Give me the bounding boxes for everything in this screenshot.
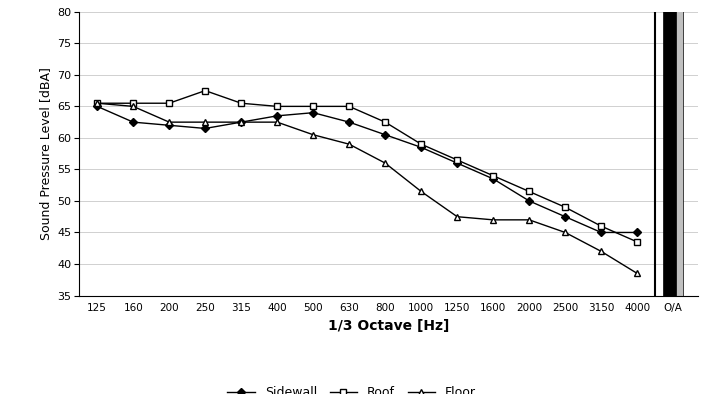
Line: Sidewall: Sidewall bbox=[94, 103, 640, 236]
Floor bbox=[93, 101, 102, 106]
X-axis label: 1/3 Octave [Hz]: 1/3 Octave [Hz] bbox=[328, 319, 449, 333]
Floor bbox=[453, 214, 462, 219]
Floor bbox=[633, 271, 642, 276]
Y-axis label: Sound Pressure Level [dBA]: Sound Pressure Level [dBA] bbox=[39, 67, 52, 240]
Sidewall bbox=[525, 199, 534, 203]
Roof bbox=[93, 101, 102, 106]
Sidewall bbox=[633, 230, 642, 235]
Sidewall bbox=[561, 214, 570, 219]
Floor bbox=[561, 230, 570, 235]
Sidewall bbox=[129, 120, 138, 125]
Floor bbox=[129, 104, 138, 109]
Floor bbox=[165, 120, 174, 125]
Line: Roof: Roof bbox=[94, 87, 641, 245]
Sidewall bbox=[597, 230, 606, 235]
Legend: Sidewall, Roof, Floor: Sidewall, Roof, Floor bbox=[222, 381, 481, 394]
Floor bbox=[237, 120, 246, 125]
Bar bbox=[671, 0, 683, 296]
Roof bbox=[345, 104, 354, 109]
Floor bbox=[201, 120, 210, 125]
Floor bbox=[525, 217, 534, 222]
Sidewall bbox=[417, 145, 426, 150]
Roof bbox=[525, 189, 534, 194]
Floor bbox=[489, 217, 498, 222]
Floor bbox=[345, 142, 354, 147]
Sidewall bbox=[201, 126, 210, 131]
Sidewall bbox=[273, 113, 282, 118]
Roof bbox=[633, 240, 642, 244]
Sidewall bbox=[165, 123, 174, 128]
Roof bbox=[381, 120, 390, 125]
Roof bbox=[597, 224, 606, 229]
Roof bbox=[417, 142, 426, 147]
Roof bbox=[561, 205, 570, 210]
Floor bbox=[273, 120, 282, 125]
Roof bbox=[129, 101, 138, 106]
Floor bbox=[309, 132, 318, 137]
Sidewall bbox=[489, 177, 498, 181]
Roof bbox=[237, 101, 246, 106]
Sidewall bbox=[309, 110, 318, 115]
Bar bbox=[663, 0, 675, 296]
Floor bbox=[597, 249, 606, 254]
Sidewall bbox=[93, 104, 102, 109]
Roof bbox=[273, 104, 282, 109]
Roof bbox=[309, 104, 318, 109]
Sidewall bbox=[381, 132, 390, 137]
Roof bbox=[201, 88, 210, 93]
Roof bbox=[489, 173, 498, 178]
Line: Floor: Floor bbox=[94, 100, 641, 277]
Floor bbox=[381, 161, 390, 165]
Sidewall bbox=[453, 161, 462, 165]
Roof bbox=[165, 101, 174, 106]
Sidewall bbox=[237, 120, 246, 125]
Roof bbox=[453, 158, 462, 162]
Sidewall bbox=[345, 120, 354, 125]
Floor bbox=[417, 189, 426, 194]
